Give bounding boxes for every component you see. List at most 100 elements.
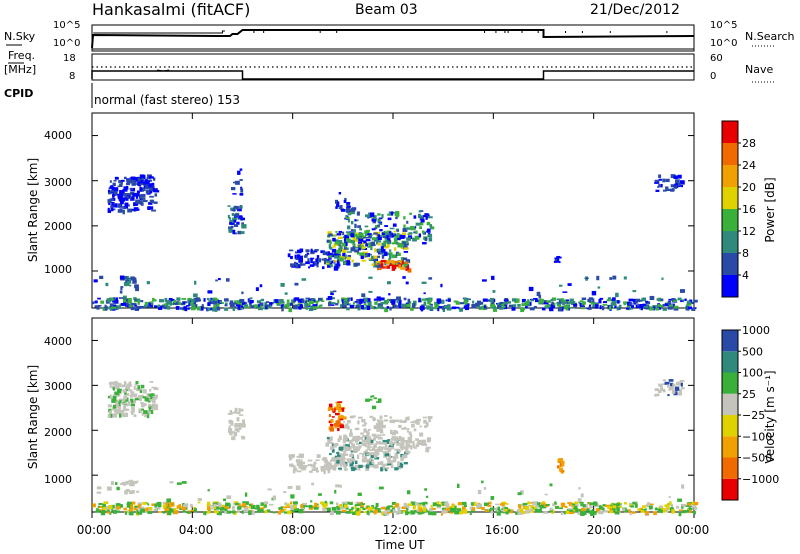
power-echo (134, 208, 140, 211)
velocity-echo (456, 483, 460, 489)
velocity-echo (517, 510, 523, 515)
velocity-echo (330, 423, 334, 427)
velocity-echo (688, 505, 693, 510)
velocity-echo (387, 459, 392, 464)
power-echo (550, 298, 554, 302)
power-echo (309, 264, 315, 267)
power-colorbar-swatch (722, 187, 738, 209)
power-echo (645, 301, 651, 305)
power-echo (195, 297, 200, 302)
power-echo (391, 261, 395, 265)
velocity-echo (219, 504, 225, 507)
velocity-echo (127, 400, 132, 404)
velocity-echo (112, 399, 117, 402)
power-echo (354, 223, 357, 229)
velocity-echo (662, 508, 667, 513)
velocity-echo (404, 419, 408, 423)
velocity-echo (470, 502, 474, 506)
power-echo (140, 300, 144, 303)
x-tick-2400: 00:00 (674, 523, 710, 537)
velocity-echo (151, 403, 156, 407)
power-echo (404, 261, 409, 264)
power-echo (240, 205, 243, 209)
velocity-echo (284, 511, 289, 514)
velocity-echo (311, 482, 315, 486)
velocity-echo (354, 465, 357, 470)
power-echo (617, 306, 621, 311)
velocity-echo (403, 502, 407, 508)
power-echo (361, 246, 366, 249)
power-echo (351, 210, 355, 215)
velocity-echo (382, 439, 388, 443)
power-echo (230, 207, 234, 211)
power-echo (639, 303, 644, 308)
velocity-echo (391, 456, 396, 458)
velocity-echo (242, 419, 245, 424)
velocity-echo (123, 402, 127, 405)
power-echo (172, 301, 176, 305)
power-echo (388, 236, 394, 238)
power-colorbar-swatch (722, 275, 738, 297)
power-echo (579, 302, 583, 307)
velocity-echo (150, 393, 155, 396)
power-echo (276, 303, 281, 306)
velocity-echo (288, 455, 294, 459)
velocity-echo (372, 438, 377, 441)
power-echo (356, 235, 361, 240)
velocity-echo (300, 503, 304, 509)
velocity-echo (404, 447, 409, 451)
power-echo (144, 180, 150, 185)
velocity-echo (520, 490, 524, 495)
velocity-echo (381, 424, 386, 429)
velocity-echo (250, 510, 255, 515)
power-echo (232, 193, 237, 195)
power-echo (240, 305, 244, 310)
power-echo (315, 258, 319, 262)
power-echo (111, 201, 115, 206)
velocity-echo (498, 510, 502, 512)
power-echo (286, 302, 291, 306)
velocity-echo (530, 501, 535, 504)
power-echo (592, 298, 595, 303)
velocity-echo (412, 505, 416, 510)
velocity-echo (483, 486, 487, 490)
power-echo (675, 185, 678, 189)
freq-tick-low: 8 (69, 71, 76, 82)
power-echo (347, 219, 350, 223)
power-echo (231, 302, 235, 307)
power-echo (92, 301, 95, 305)
power-echo (556, 258, 559, 263)
power-echo (562, 307, 568, 310)
power-echo (229, 300, 234, 304)
power-echo (565, 307, 569, 311)
power-echo (511, 298, 517, 302)
power-echo (207, 307, 211, 311)
velocity-echo (343, 443, 347, 447)
power-echo (430, 303, 433, 306)
power-echo (304, 300, 308, 303)
velocity-echo (223, 505, 228, 509)
power-echo (142, 181, 146, 185)
power-echo (373, 306, 377, 309)
power-echo (93, 279, 98, 283)
y-tick-bottom-2000: 2000 (44, 426, 72, 439)
velocity-echo (607, 505, 613, 509)
velocity-echo (105, 505, 110, 510)
velocity-echo (185, 503, 189, 508)
velocity-echo (693, 504, 697, 508)
velocity-echo (680, 382, 683, 387)
power-echo (112, 298, 116, 303)
velocity-echo (239, 409, 243, 412)
power-echo (344, 234, 347, 239)
velocity-echo (505, 509, 511, 512)
velocity-echo (324, 500, 328, 504)
power-echo (400, 267, 406, 270)
velocity-echo (617, 504, 622, 509)
power-echo (668, 298, 673, 301)
velocity-echo (154, 503, 157, 508)
power-echo (397, 252, 401, 256)
velocity-echo (544, 493, 548, 496)
velocity-echo (540, 502, 546, 506)
velocity-echo (390, 429, 393, 435)
velocity-echo (391, 432, 396, 436)
